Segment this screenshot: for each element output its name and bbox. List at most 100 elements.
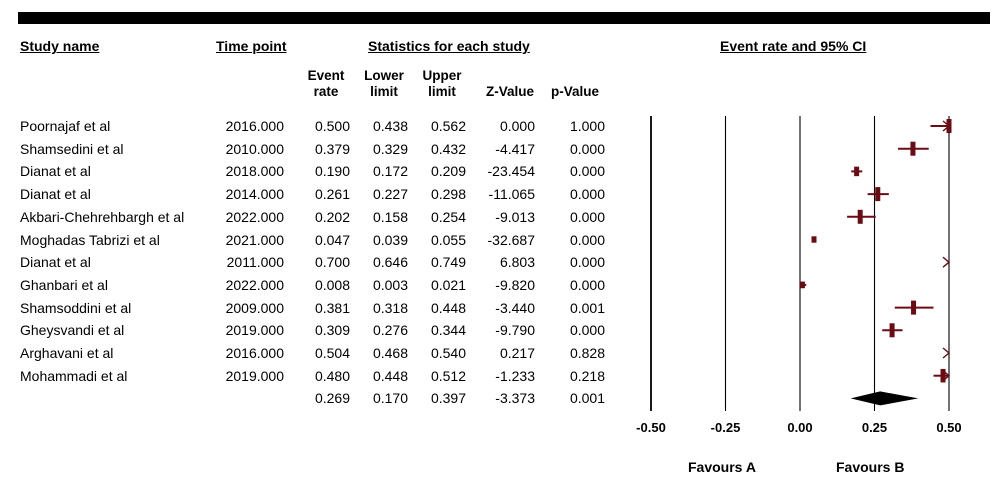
time-cell: 2022.000 [225,208,284,225]
rate-cell: 0.047 [314,231,350,248]
summary-p-cell: 0.001 [569,390,605,407]
subheader-event-rate-line1: Event [307,68,345,83]
study-name-cell: Akbari-Chehrehbargh et al [20,208,185,225]
study-name-cell: Mohammadi et al [20,367,128,384]
time-cell: 2014.000 [225,186,284,203]
lower-cell: 0.448 [372,367,408,384]
study-name-cell: Poornajaf et al [20,118,111,134]
time-cell: 2018.000 [225,163,284,180]
rate-cell: 0.309 [314,322,350,339]
study-point-marker [889,323,895,338]
time-cell: 2009.000 [225,299,284,316]
study-point-marker [854,166,860,177]
z-cell: -3.440 [495,299,535,316]
rate-cell: 0.480 [314,367,350,384]
upper-cell: 0.432 [430,140,466,157]
study-name-cell: Shamsoddini et al [20,299,132,316]
time-cell: 2016.000 [225,118,284,134]
upper-cell: 0.344 [430,322,466,339]
summary-rate-cell: 0.269 [314,390,350,407]
time-cell: 2022.000 [225,276,284,293]
rate-cell: 0.008 [314,276,350,293]
summary-upper-cell: 0.397 [430,390,466,407]
subheader-event-rate-line2: rate [313,84,339,99]
lower-cell: 0.158 [372,208,408,225]
upper-cell: 0.562 [430,118,466,134]
subheader-lower-limit: Lower limit [358,68,410,100]
study-name-cell: Gheysvandi et al [20,322,125,339]
subheader-upper-limit: Upper limit [416,68,468,100]
x-tick-label: 0.25 [862,420,887,435]
z-cell: -4.417 [495,140,535,157]
study-point-marker [940,368,946,383]
x-tick-label: -0.50 [636,420,666,435]
z-cell: -9.013 [495,208,535,225]
rate-cell: 0.190 [314,163,350,180]
summary-lower-cell: 0.170 [372,390,408,407]
rate-cell: 0.700 [314,254,350,271]
p-cell: 0.000 [569,163,605,180]
z-cell: 0.000 [499,118,535,134]
z-cell: -9.790 [495,322,535,339]
x-tick-label: 0.50 [936,420,961,435]
upper-cell: 0.055 [430,231,466,248]
z-cell: -32.687 [487,231,535,248]
p-cell: 0.000 [569,208,605,225]
lower-cell: 0.227 [372,186,408,203]
subheader-event-rate: Event rate [300,68,352,100]
upper-cell: 0.021 [430,276,466,293]
lower-cell: 0.646 [372,254,408,271]
p-cell: 0.000 [569,231,605,248]
lower-cell: 0.172 [372,163,408,180]
study-name-cell: Ghanbari et al [20,276,108,293]
p-cell: 0.000 [569,254,605,271]
time-cell: 2019.000 [225,367,284,384]
lower-cell: 0.039 [372,231,408,248]
study-name-cell: Moghadas Tabrizi et al [20,231,160,248]
header-study-name: Study name [20,38,100,54]
p-cell: 0.000 [569,186,605,203]
favours-b-label: Favours B [836,459,905,475]
upper-cell: 0.448 [430,299,466,316]
upper-cell: 0.209 [430,163,466,180]
header-time-point: Time point [216,38,287,54]
study-name-cell: Dianat et al [20,254,91,271]
upper-cell: 0.254 [430,208,466,225]
lower-cell: 0.318 [372,299,408,316]
study-point-marker [946,119,952,133]
time-cell: 2016.000 [225,345,284,361]
z-cell: -23.454 [487,163,535,180]
study-point-marker [910,141,916,156]
z-cell: -11.065 [488,186,535,203]
rate-cell: 0.504 [314,345,350,361]
z-cell: 0.217 [499,345,535,361]
p-cell: 1.000 [569,118,605,134]
p-cell: 0.828 [569,345,605,361]
lower-cell: 0.329 [372,140,408,157]
rate-cell: 0.261 [314,186,350,203]
study-point-marker [811,236,817,243]
z-cell: 6.803 [499,254,535,271]
p-cell: 0.218 [569,367,605,384]
study-point-marker [911,300,917,315]
time-cell: 2011.000 [226,254,284,271]
upper-cell: 0.298 [430,186,466,203]
study-name-cell: Arghavani et al [20,345,114,361]
time-cell: 2021.000 [225,231,284,248]
study-point-marker [875,187,881,202]
favours-a-label: Favours A [688,459,756,475]
lower-cell: 0.468 [372,345,408,361]
study-point-marker [799,281,805,289]
rate-cell: 0.202 [314,208,350,225]
study-name-cell: Dianat et al [20,163,91,180]
lower-cell: 0.003 [372,276,408,293]
z-cell: -9.820 [495,276,535,293]
subheader-lower-limit-line2: limit [370,84,398,99]
summary-diamond [850,391,919,406]
time-cell: 2019.000 [225,322,284,339]
study-offscale-arrow [942,347,951,359]
time-cell: 2010.000 [225,140,284,157]
p-cell: 0.001 [569,299,605,316]
study-offscale-arrow [942,256,951,268]
